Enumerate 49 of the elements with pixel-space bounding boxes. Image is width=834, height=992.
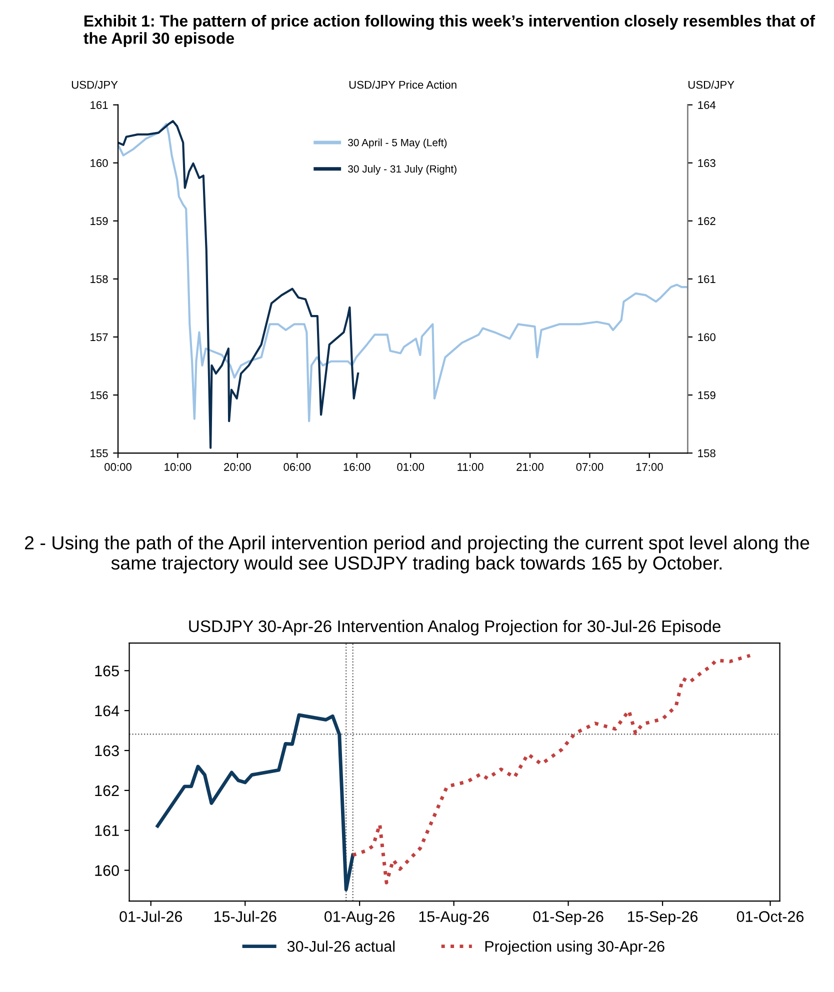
y-axis-title: USD/JPY <box>72 80 118 89</box>
y-tick-label: 164 <box>95 705 120 716</box>
x-tick-label: 01-Sep-26 <box>533 911 604 925</box>
y-tick-label: 165 <box>95 666 119 676</box>
y2-tick-label: 164 <box>698 101 716 109</box>
y-tick-label: 161 <box>95 825 119 836</box>
x-tick-label: 20:00 <box>224 463 251 471</box>
y-tick-label: 160 <box>95 865 119 876</box>
y-tick-label: 157 <box>90 333 108 342</box>
legend-label: 30-Jul-26 actual <box>287 940 395 952</box>
x-tick-label: 15-Jul-26 <box>214 910 276 922</box>
x-tick-label: 11:00 <box>458 463 484 471</box>
x-tick-label: 00:00 <box>104 463 132 471</box>
text: 2 - Using the path of the April intervention period and projecting the current spot level along the same trajectory would see USDJPY trading back towards 165 by October. <box>25 536 810 574</box>
y-tick-label: 162 <box>95 785 119 796</box>
x-tick-label: 15-Sep-26 <box>628 911 698 925</box>
x-tick-label: 21:00 <box>516 463 544 471</box>
x-tick-label: 17:00 <box>636 463 663 471</box>
x-tick-label: 10:00 <box>164 463 192 471</box>
x-tick-label: 01-Jul-26 <box>120 910 182 922</box>
y-tick-label: 160 <box>90 159 108 168</box>
legend-label: 30 July - 31 July (Right) <box>348 164 456 175</box>
y2-tick-label: 160 <box>698 333 716 342</box>
y2-tick-label: 161 <box>698 275 716 284</box>
y2-tick-label: 163 <box>698 159 716 168</box>
legend-label: Projection using 30-Apr-26 <box>485 940 664 955</box>
y2-axis-title: USD/JPY <box>688 80 734 89</box>
x-tick-label: 01-Oct-26 <box>736 911 804 922</box>
x-tick-label: 01-Aug-26 <box>324 911 395 925</box>
x-tick-label: 16:00 <box>344 463 370 471</box>
legend-label: 30 April - 5 May (Left) <box>348 138 447 148</box>
x-tick-label: 07:00 <box>576 463 604 471</box>
line-series <box>351 654 752 884</box>
y-tick-label: 159 <box>90 217 108 226</box>
x-tick-label: 06:00 <box>284 463 311 471</box>
line-series <box>156 713 355 892</box>
y-tick-label: 155 <box>90 449 108 458</box>
chart-title: USDJPY 30-Apr-26 Intervention Analog Projection for 30-Jul-26 Episode <box>189 620 720 636</box>
y2-tick-label: 158 <box>698 449 716 458</box>
y-tick-label: 163 <box>95 745 119 756</box>
y2-tick-label: 159 <box>698 391 716 400</box>
y2-tick-label: 162 <box>698 217 716 226</box>
y-tick-label: 156 <box>90 391 108 400</box>
y-tick-label: 161 <box>90 101 108 109</box>
x-tick-label: 15-Aug-26 <box>419 911 489 925</box>
chart-title: Exhibit 1: The pattern of price action following this week’s intervention closely resembles that of the April 30 episode <box>84 14 816 48</box>
x-tick-label: 01:00 <box>397 463 424 471</box>
chart-subtitle: USD/JPY Price Action <box>349 80 456 89</box>
y-tick-label: 158 <box>90 275 108 284</box>
